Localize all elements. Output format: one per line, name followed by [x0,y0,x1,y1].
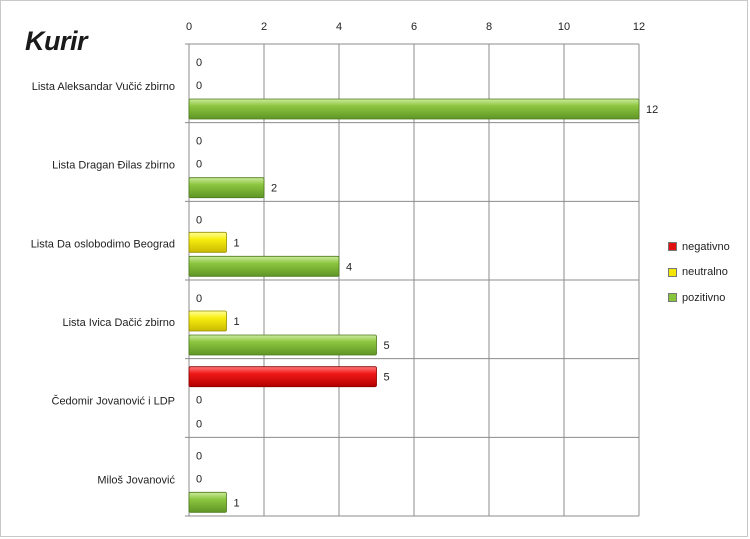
category-label: Lista Da oslobodimo Beograd [31,238,175,250]
bar-pozitivno [188,255,340,277]
legend-swatch-neutralno [668,267,677,277]
bar-pozitivno [188,491,227,513]
data-label-negativno: 0 [196,214,202,226]
x-tick-label: 8 [486,21,492,33]
data-label-pozitivno: 2 [271,183,277,195]
data-label-negativno: 5 [384,372,390,384]
bar-neutralno [188,310,227,332]
legend-item-negativno: negativno [668,234,748,260]
legend-swatch-negativno [668,242,677,252]
data-label-neutralno: 1 [234,316,240,328]
category-label: Čedomir Jovanović i LDP [52,395,176,408]
category-label: Lista Ivica Dačić zbirno [63,317,176,329]
legend-item-neutralno: neutralno [668,260,748,286]
data-label-pozitivno: 1 [234,497,240,509]
data-label-neutralno: 0 [196,395,202,407]
data-label-neutralno: 0 [196,159,202,171]
legend-label-negativno: negativno [682,240,730,253]
bar-neutralno [188,231,227,253]
x-tick-label: 6 [411,21,417,33]
bar-pozitivno [188,177,265,199]
legend-swatch-pozitivno [668,293,677,303]
data-label-neutralno: 0 [196,80,202,92]
data-label-negativno: 0 [196,293,202,305]
x-tick-label: 2 [261,21,267,33]
kurir-logo: Kurir [25,25,114,56]
data-label-pozitivno: 0 [196,419,202,431]
svg-text:Kurir: Kurir [25,26,89,56]
category-label: Lista Aleksandar Vučić zbirno [32,81,175,93]
data-label-pozitivno: 5 [384,340,390,352]
legend-item-pozitivno: pozitivno [668,285,748,311]
data-label-negativno: 0 [196,450,202,462]
x-tick-label: 0 [186,21,192,33]
data-label-negativno: 0 [196,57,202,69]
legend-label-neutralno: neutralno [682,266,728,279]
category-label: Lista Dragan Đilas zbirno [52,160,175,172]
data-label-pozitivno: 4 [346,261,352,273]
data-label-neutralno: 0 [196,473,202,485]
category-label: Miloš Jovanović [97,474,175,486]
bar-pozitivno [188,334,377,356]
x-tick-label: 12 [633,21,645,33]
legend-label-pozitivno: pozitivno [682,291,726,304]
x-tick-label: 10 [558,21,570,33]
bar-pozitivno [188,98,640,120]
x-tick-label: 4 [336,21,342,33]
bar-negativno [188,366,377,388]
chart-legend: negativno neutralno pozitivno [668,234,748,311]
data-label-pozitivno: 12 [646,104,658,116]
data-label-negativno: 0 [196,136,202,148]
data-label-neutralno: 1 [234,237,240,249]
